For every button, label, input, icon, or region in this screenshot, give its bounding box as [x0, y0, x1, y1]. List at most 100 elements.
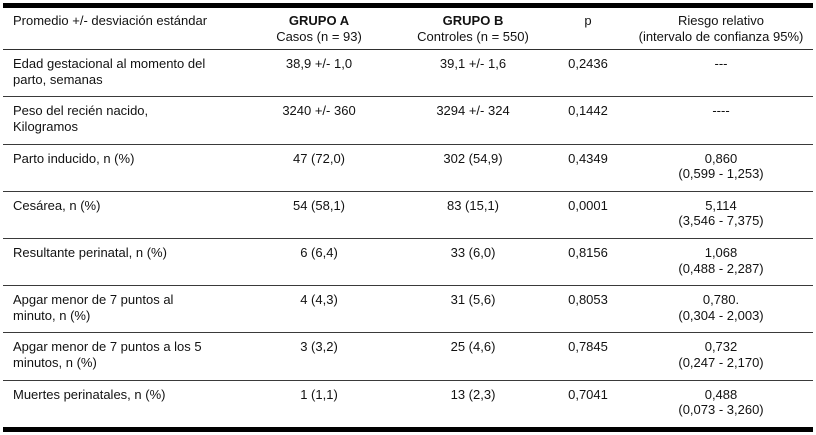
table-row: Apgar menor de 7 puntos al minuto, n (%)…: [3, 285, 813, 333]
confidence-interval-value: (0,488 - 2,287): [678, 260, 764, 276]
group-b-value-cell: 83 (15,1): [399, 191, 547, 238]
group-b-value-cell: 33 (6,0): [399, 238, 547, 285]
group-a-value-cell: 38,9 +/- 1,0: [239, 50, 399, 97]
row-label: Edad gestacional al momento del parto, s…: [13, 56, 206, 87]
row-label-cell: Peso del recién nacido, Kilogramos: [3, 97, 239, 144]
group-a-value-cell: 1 (1,1): [239, 380, 399, 429]
relative-risk-value: ---: [714, 56, 728, 72]
group-b-value-cell: 3294 +/- 324: [399, 97, 547, 144]
group-a-value-cell: 3240 +/- 360: [239, 97, 399, 144]
p-value: 0,8053: [568, 292, 608, 308]
p-value: 0,0001: [568, 197, 608, 213]
relative-risk-value-cell: ----: [629, 97, 813, 144]
table-body: Edad gestacional al momento del parto, s…: [3, 50, 813, 430]
relative-risk-value: 0,732: [704, 339, 738, 355]
p-value-cell: 0,0001: [547, 191, 629, 238]
table-row: Peso del recién nacido, Kilogramos 3240 …: [3, 96, 813, 144]
row-label: Muertes perinatales, n (%): [13, 386, 166, 402]
table-row: Cesárea, n (%) 54 (58,1) 83 (15,1) 0,000…: [3, 191, 813, 238]
group-a-value-cell: 3 (3,2): [239, 333, 399, 380]
p-value: 0,7845: [568, 339, 608, 355]
group-a-value: 3 (3,2): [300, 339, 338, 355]
row-label-cell: Resultante perinatal, n (%): [3, 238, 239, 285]
header-p-cell: p: [547, 6, 629, 50]
results-table-container: Promedio +/- desviación estándar GRUPO A…: [3, 3, 813, 432]
p-value-cell: 0,1442: [547, 97, 629, 144]
group-a-value: 4 (4,3): [300, 292, 338, 308]
group-b-subtitle: Controles (n = 550): [417, 28, 529, 44]
group-a-value-cell: 54 (58,1): [239, 191, 399, 238]
p-value: 0,8156: [568, 244, 608, 260]
relative-risk-value: 1,068: [704, 244, 738, 260]
table-row: Parto inducido, n (%) 47 (72,0) 302 (54,…: [3, 144, 813, 191]
confidence-interval-value: (0,073 - 3,260): [678, 402, 764, 418]
table-row: Resultante perinatal, n (%) 6 (6,4) 33 (…: [3, 238, 813, 285]
confidence-interval-value: (0,247 - 2,170): [678, 354, 764, 370]
relative-risk-value: 5,114: [705, 197, 737, 213]
relative-risk-value-cell: 5,114 (3,546 - 7,375): [629, 191, 813, 238]
relative-risk-value: ----: [712, 103, 730, 119]
group-a-value-cell: 47 (72,0): [239, 144, 399, 191]
relative-risk-value-cell: 0,488 (0,073 - 3,260): [629, 380, 813, 429]
header-row: Promedio +/- desviación estándar GRUPO A…: [3, 6, 813, 50]
p-column-label: p: [584, 13, 592, 28]
header-stat-cell: Promedio +/- desviación estándar: [3, 6, 239, 50]
table-row: Muertes perinatales, n (%) 1 (1,1) 13 (2…: [3, 380, 813, 429]
p-value: 0,7041: [568, 386, 608, 402]
group-a-value: 6 (6,4): [300, 244, 338, 260]
table-row: Apgar menor de 7 puntos a los 5 minutos,…: [3, 332, 813, 380]
header-stat-label: Promedio +/- desviación estándar: [13, 13, 208, 28]
relative-risk-value-cell: 0,732 (0,247 - 2,170): [629, 333, 813, 380]
group-b-value: 302 (54,9): [443, 150, 503, 166]
group-a-value: 3240 +/- 360: [282, 103, 356, 119]
row-label: Apgar menor de 7 puntos a los 5 minutos,…: [13, 339, 202, 370]
results-table: Promedio +/- desviación estándar GRUPO A…: [3, 3, 813, 432]
relative-risk-value-cell: 0,860 (0,599 - 1,253): [629, 144, 813, 191]
p-value: 0,4349: [568, 150, 608, 166]
relative-risk-value-cell: 1,068 (0,488 - 2,287): [629, 238, 813, 285]
group-b-value: 39,1 +/- 1,6: [439, 56, 507, 72]
header-relative-risk-cell: Riesgo relativo (intervalo de confianza …: [629, 6, 813, 50]
p-value-cell: 0,8156: [547, 238, 629, 285]
confidence-interval-value: (0,599 - 1,253): [678, 166, 764, 182]
relative-risk-value: 0,860: [704, 150, 738, 166]
row-label: Resultante perinatal, n (%): [13, 244, 167, 260]
group-b-title: GRUPO B: [442, 13, 504, 28]
confidence-interval-value: (3,546 - 7,375): [678, 213, 764, 229]
header-group-a-cell: GRUPO A Casos (n = 93): [239, 6, 399, 50]
group-b-value: 33 (6,0): [450, 244, 496, 260]
row-label: Cesárea, n (%): [13, 197, 101, 213]
group-b-value-cell: 302 (54,9): [399, 144, 547, 191]
p-value-cell: 0,7845: [547, 333, 629, 380]
p-value-cell: 0,7041: [547, 380, 629, 429]
row-label: Apgar menor de 7 puntos al minuto, n (%): [13, 292, 174, 323]
p-value: 0,2436: [568, 56, 608, 72]
group-a-value-cell: 6 (6,4): [239, 238, 399, 285]
relative-risk-value: 0,488: [704, 386, 738, 402]
relative-risk-value-cell: ---: [629, 50, 813, 97]
group-a-value: 47 (72,0): [292, 150, 346, 166]
confidence-interval-value: (0,304 - 2,003): [678, 307, 764, 323]
group-b-value-cell: 31 (5,6): [399, 286, 547, 333]
row-label-cell: Parto inducido, n (%): [3, 144, 239, 191]
group-a-title: GRUPO A: [288, 13, 350, 28]
p-value-cell: 0,8053: [547, 286, 629, 333]
relative-risk-value-cell: 0,780. (0,304 - 2,003): [629, 286, 813, 333]
row-label-cell: Apgar menor de 7 puntos al minuto, n (%): [3, 286, 239, 333]
group-b-value: 13 (2,3): [450, 386, 496, 402]
group-b-value: 31 (5,6): [450, 292, 496, 308]
relative-risk-title: Riesgo relativo: [678, 13, 764, 28]
table-row: Edad gestacional al momento del parto, s…: [3, 50, 813, 97]
p-value-cell: 0,2436: [547, 50, 629, 97]
header-group-b-cell: GRUPO B Controles (n = 550): [399, 6, 547, 50]
relative-risk-subtitle: (intervalo de confianza 95%): [638, 28, 804, 44]
group-b-value: 83 (15,1): [446, 197, 500, 213]
group-a-value-cell: 4 (4,3): [239, 286, 399, 333]
table-header: Promedio +/- desviación estándar GRUPO A…: [3, 6, 813, 50]
group-b-value-cell: 25 (4,6): [399, 333, 547, 380]
row-label-cell: Apgar menor de 7 puntos a los 5 minutos,…: [3, 333, 239, 380]
group-a-value: 38,9 +/- 1,0: [285, 56, 353, 72]
group-b-value: 3294 +/- 324: [436, 103, 510, 119]
group-a-value: 1 (1,1): [300, 386, 338, 402]
group-b-value-cell: 39,1 +/- 1,6: [399, 50, 547, 97]
